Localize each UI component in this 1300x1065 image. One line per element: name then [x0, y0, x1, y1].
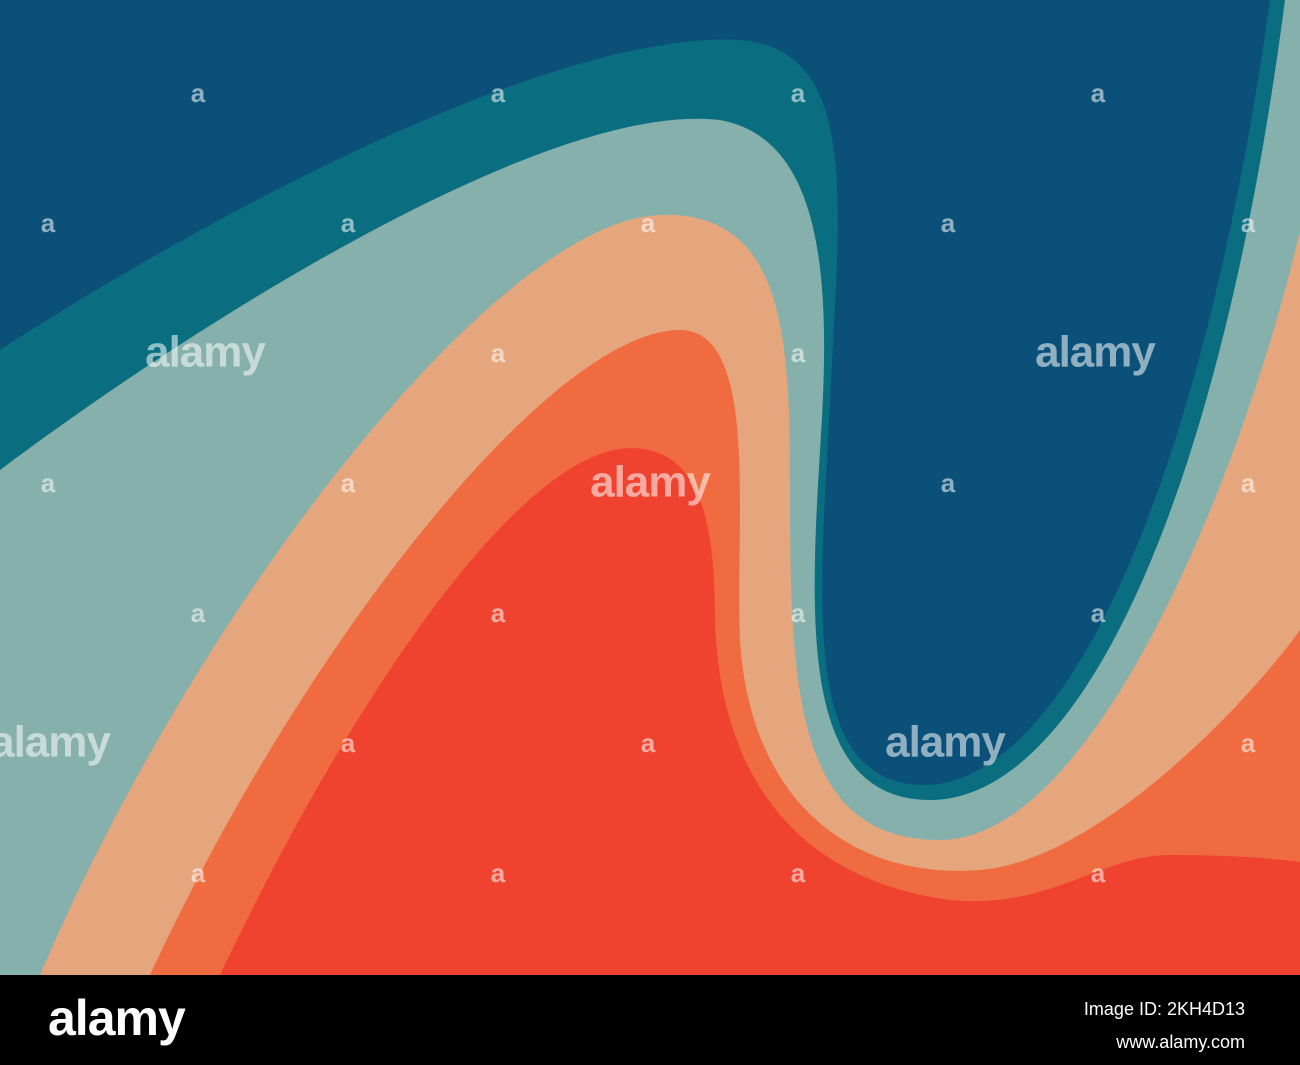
watermark-large: alamy [885, 718, 1006, 767]
watermark-small: a [341, 728, 356, 758]
watermark-small: a [491, 858, 506, 888]
watermark-small: a [41, 208, 56, 238]
footer-logo: alamy [48, 990, 186, 1046]
watermark-small: a [791, 78, 806, 108]
watermark-large: alamy [1035, 328, 1156, 377]
watermark-small: a [341, 468, 356, 498]
watermark-small: a [1241, 468, 1256, 498]
watermark-small: a [491, 78, 506, 108]
watermark-small: a [941, 468, 956, 498]
footer-url: www.alamy.com [1115, 1032, 1245, 1052]
watermark-small: a [941, 208, 956, 238]
watermark-small: a [791, 338, 806, 368]
watermark-large: alamy [145, 328, 266, 377]
watermark-small: a [491, 338, 506, 368]
watermark-small: a [191, 78, 206, 108]
watermark-small: a [791, 858, 806, 888]
red-wave [220, 448, 1300, 975]
watermark-small: a [491, 598, 506, 628]
watermark-small: a [191, 598, 206, 628]
watermark-small: a [1091, 78, 1106, 108]
footer-bar [0, 975, 1300, 1065]
watermark-small: a [1091, 858, 1106, 888]
watermark-small: a [791, 598, 806, 628]
image-id: Image ID: 2KH4D13 [1084, 999, 1245, 1019]
watermark-small: a [1241, 208, 1256, 238]
watermark-small: a [1241, 728, 1256, 758]
watermark-small: a [341, 208, 356, 238]
watermark-large: alamy [590, 458, 711, 507]
watermark-small: a [641, 208, 656, 238]
watermark-large: alamy [0, 718, 111, 767]
watermark-small: a [41, 468, 56, 498]
watermark-small: a [1091, 598, 1106, 628]
watermark-small: a [641, 728, 656, 758]
watermark-small: a [191, 858, 206, 888]
